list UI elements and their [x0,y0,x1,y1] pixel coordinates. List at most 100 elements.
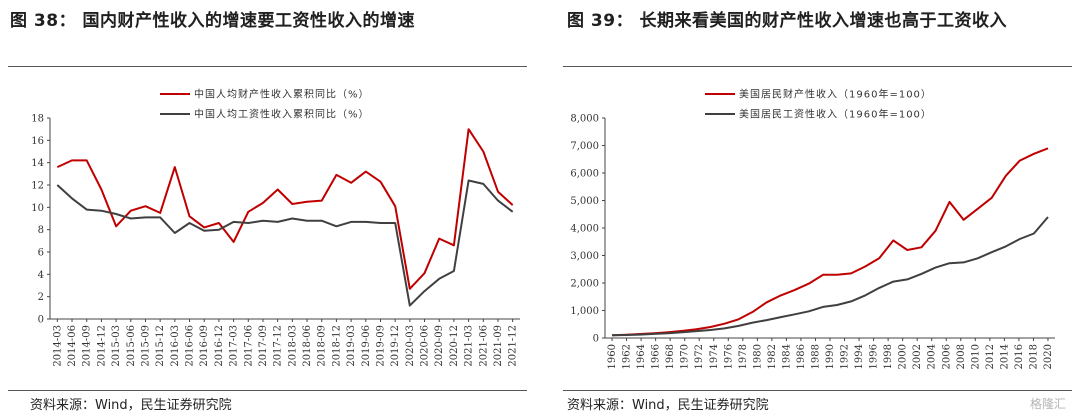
x-tick-label: 1990 [825,344,836,369]
y-tick-label: 7,000 [570,141,599,152]
x-tick-label: 2015-09 [140,325,151,367]
x-tick-label: 1988 [810,344,821,369]
y-tick-label: 3,000 [570,251,599,262]
x-tick-label: 2015-12 [155,325,166,367]
x-tick-label: 1966 [651,344,662,369]
y-tick-label: 2 [38,292,44,303]
x-tick-label: 2016 [1014,344,1025,369]
x-tick-label: 2018-09 [317,325,328,367]
x-tick-label: 2017-03 [229,325,240,367]
x-tick-label: 2010 [970,344,981,369]
x-tick-label: 2016-09 [199,325,210,367]
x-tick-label: 1964 [636,344,647,369]
x-tick-label: 1982 [767,344,778,369]
watermark-logo: 格隆汇 [1029,397,1066,411]
y-tick-label: 4 [38,270,44,281]
y-tick-label: 18 [31,114,44,125]
x-tick-label: 1986 [796,344,807,369]
x-tick-label: 2008 [956,344,967,369]
x-tick-label: 2019-09 [375,325,386,367]
series-line-property-income [611,147,1049,337]
y-tick-label: 14 [31,158,44,169]
left-source-rule [8,390,527,391]
x-tick-label: 2018-03 [287,325,298,367]
x-tick-label: 2021-03 [464,325,475,367]
x-tick-label: 2006 [941,344,952,369]
x-tick-label: 1996 [869,344,880,369]
x-tick-label: 1972 [694,344,705,369]
x-tick-label: 2012 [985,344,996,369]
y-tick-label: 0 [593,334,599,345]
legend-label: 中国人均财产性收入累积同比（%） [194,88,370,101]
x-tick-label: 2020-03 [405,325,416,367]
y-tick-label: 6,000 [570,169,599,180]
x-tick-label: 2020-09 [434,325,445,367]
x-tick-label: 2018-06 [302,325,313,367]
x-tick-label: 2014-03 [52,325,63,367]
x-tick-label: 1984 [781,344,792,369]
left-chart: 0 2 4 6 8 10 12 14 16 18 2014-03 2014-06 2014-09 2014… [31,88,520,367]
series-line-wage-income [56,179,514,307]
y-tick-label: 6 [38,248,44,259]
x-tick-label: 1974 [709,344,720,369]
y-tick-label: 10 [31,203,44,214]
x-tick-label: 2020 [1043,344,1054,369]
right-figure-panel: 图 39： 长期来看美国的财产性收入增速也高于工资收入 0 1,000 2,000 3… [555,0,1080,418]
x-tick-label: 2017-09 [258,325,269,367]
x-tick-label: 2014-06 [67,325,78,367]
x-tick-label: 2021-06 [478,325,489,367]
x-tick-label: 1980 [752,344,763,369]
x-tick-label: 2018 [1028,344,1039,369]
y-tick-label: 5,000 [570,196,599,207]
x-tick-label: 2016-12 [214,325,225,367]
x-tick-label: 1976 [723,344,734,369]
legend-label: 美国居民工资性收入（1960年=100） [739,108,932,121]
x-tick-label: 2016-06 [185,325,196,367]
x-tick-label: 2019-12 [390,325,401,367]
y-tick-label: 8,000 [570,114,599,125]
legend-label: 中国人均工资性收入累积同比（%） [194,108,370,121]
right-source-note: 资料来源：Wind，民生证券研究院 [567,398,769,413]
right-figure-title: 图 39： 长期来看美国的财产性收入增速也高于工资收入 [567,11,1007,31]
x-tick-label: 2019-03 [346,325,357,367]
x-tick-label: 2016-03 [170,325,181,367]
x-tick-label: 2018-12 [331,325,342,367]
x-tick-label: 2000 [898,344,909,369]
legend-label: 美国居民财产性收入（1960年=100） [739,88,932,101]
x-tick-label: 2015-06 [126,325,137,367]
y-tick-label: 12 [31,181,44,192]
x-tick-label: 1970 [680,344,691,369]
left-title-rule [8,66,527,67]
x-tick-label: 1968 [665,344,676,369]
left-figure-panel: 图 38： 国内财产性收入的增速要工资性收入的增速 0 2 4 6 8 10 12 14 16 1… [0,0,535,418]
x-tick-label: 2021-09 [493,325,504,367]
y-tick-label: 2,000 [570,279,599,290]
x-tick-label: 2017-06 [243,325,254,367]
right-title-rule [563,66,1072,67]
series-line-wage-income [611,216,1049,337]
left-figure-title: 图 38： 国内财产性收入的增速要工资性收入的增速 [10,11,415,31]
y-tick-label: 1,000 [570,306,599,317]
x-tick-label: 2020-06 [420,325,431,367]
right-chart: 0 1,000 2,000 3,000 4,000 5,000 6,000 7,000 8,00… [570,88,1055,369]
y-tick-label: 16 [31,136,44,147]
y-tick-label: 0 [38,315,44,326]
x-tick-label: 2002 [912,344,923,369]
x-tick-label: 1978 [738,344,749,369]
x-tick-label: 2017-12 [273,325,284,367]
x-tick-label: 2019-06 [361,325,372,367]
y-tick-label: 8 [38,225,44,236]
left-source-note: 资料来源：Wind，民生证券研究院 [30,398,232,413]
x-tick-label: 1998 [883,344,894,369]
x-tick-label: 1960 [607,344,618,369]
x-tick-label: 2021-12 [508,325,519,367]
x-tick-label: 2015-03 [111,325,122,367]
x-tick-label: 2004 [927,344,938,369]
series-line-property-income [56,128,514,290]
right-source-rule [563,390,1072,391]
x-tick-label: 1962 [622,344,633,369]
x-tick-label: 2014-12 [96,325,107,367]
x-tick-label: 2014-09 [82,325,93,367]
x-tick-label: 2020-12 [449,325,460,367]
x-tick-label: 1994 [854,344,865,369]
